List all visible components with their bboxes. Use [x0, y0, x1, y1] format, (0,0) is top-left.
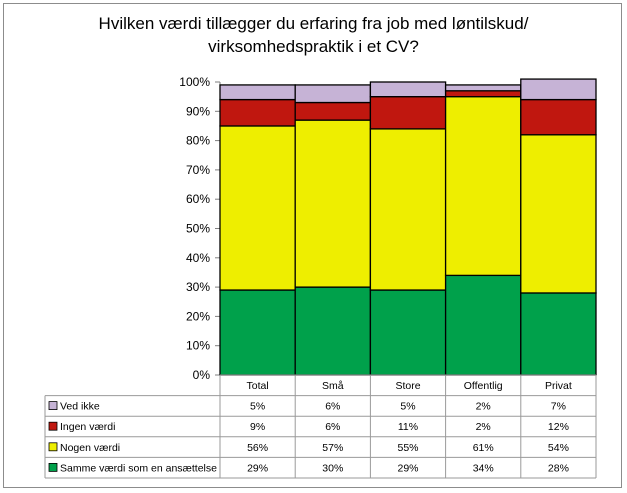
x-category-label: Privat — [545, 380, 572, 392]
x-category-label: Offentlig — [464, 380, 503, 392]
y-tick-label: 60% — [186, 192, 210, 206]
bar-segment — [444, 84, 522, 92]
legend-label: Samme værdi som en ansættelse — [60, 462, 217, 474]
data-label: 61% — [473, 442, 494, 454]
bar-segment — [294, 84, 372, 104]
data-label: 9% — [250, 421, 265, 433]
y-tick-label: 50% — [186, 222, 210, 236]
bar-segment — [219, 84, 296, 101]
y-tick-label: 30% — [186, 280, 210, 294]
data-label: 28% — [548, 462, 569, 474]
bar-segment — [520, 78, 597, 101]
bar-segment — [294, 286, 372, 376]
x-category-label: Små — [322, 380, 344, 392]
data-label: 2% — [476, 421, 491, 433]
bar-segment — [520, 292, 597, 376]
legend-label: Nogen værdi — [60, 442, 120, 454]
data-label: 11% — [398, 421, 418, 433]
legend-key — [48, 401, 58, 411]
data-label: 5% — [250, 401, 265, 413]
bar-segment — [369, 128, 447, 291]
data-label: 56% — [247, 442, 268, 454]
bar-segment — [444, 96, 522, 277]
data-label: 7% — [551, 401, 566, 413]
bar-segment — [444, 90, 522, 98]
y-tick-label: 100% — [179, 75, 210, 89]
legend-key — [48, 442, 58, 452]
data-label: 30% — [322, 462, 343, 474]
chart-title: Hvilken værdi tillægger du erfaring fra … — [0, 12, 627, 58]
x-category-label: Total — [247, 380, 269, 392]
y-tick-label: 70% — [186, 163, 210, 177]
bar-segment — [369, 81, 447, 98]
y-tick-label: 10% — [186, 339, 210, 353]
data-label: 12% — [548, 421, 569, 433]
bar-segment — [294, 119, 372, 288]
data-label: 34% — [473, 462, 494, 474]
data-label: 57% — [322, 442, 343, 454]
legend-label: Ved ikke — [60, 401, 100, 413]
bar-segment — [369, 289, 447, 376]
legend-key — [48, 421, 58, 431]
y-tick-label: 0% — [193, 368, 211, 382]
data-label: 55% — [397, 442, 418, 454]
bar-segment — [219, 125, 296, 291]
data-label: 6% — [325, 401, 340, 413]
data-label: 2% — [476, 401, 491, 413]
y-tick-label: 90% — [186, 104, 210, 118]
data-label: 6% — [325, 421, 340, 433]
y-tick-label: 80% — [186, 134, 210, 148]
data-label: 29% — [397, 462, 418, 474]
legend-key — [48, 462, 58, 472]
bar-segment — [520, 134, 597, 294]
legend-label: Ingen værdi — [60, 421, 115, 433]
y-tick-label: 40% — [186, 251, 210, 265]
x-category-label: Store — [395, 380, 420, 392]
y-tick-label: 20% — [186, 309, 210, 323]
data-label: 54% — [548, 442, 569, 454]
bar-segment — [444, 274, 522, 376]
chart-title-line-2: virksomhedspraktik i et CV? — [208, 37, 419, 56]
data-label: 29% — [247, 462, 268, 474]
bar-segment — [219, 98, 296, 127]
data-label: 5% — [400, 401, 415, 413]
bar-segment — [520, 98, 597, 136]
bar-segment — [219, 289, 296, 376]
chart-title-line-1: Hvilken værdi tillægger du erfaring fra … — [98, 14, 529, 33]
bar-segment — [294, 101, 372, 121]
bar-segment — [369, 96, 447, 130]
